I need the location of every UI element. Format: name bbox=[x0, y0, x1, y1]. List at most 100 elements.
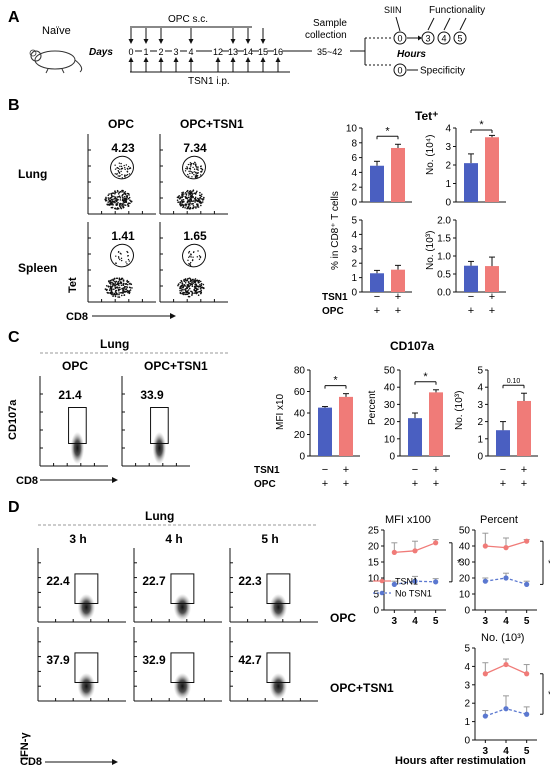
data-point bbox=[391, 549, 397, 556]
flow-density bbox=[70, 431, 85, 465]
bar-ytick-label: 8 bbox=[351, 138, 357, 149]
flow-event bbox=[186, 167, 189, 169]
tsn1-ip-label: TSN1 i.p. bbox=[188, 76, 230, 87]
flow-event bbox=[119, 205, 121, 208]
bar-ytick-label: 60 bbox=[294, 387, 306, 398]
flow-event bbox=[116, 173, 118, 176]
b-legend-opc: OPC bbox=[322, 306, 344, 317]
flow-event bbox=[197, 169, 199, 171]
flow-event bbox=[114, 173, 116, 175]
flow-event bbox=[182, 206, 184, 209]
sig-mark: * bbox=[385, 125, 390, 137]
flow-event bbox=[131, 287, 133, 289]
bar-ytick-label: 5 bbox=[477, 366, 483, 377]
sig-mark: * bbox=[333, 375, 338, 387]
down-arrow-head bbox=[260, 39, 266, 44]
d-axis-ifng: IFN-γ bbox=[19, 732, 31, 760]
flow-event bbox=[189, 172, 191, 175]
flow-event bbox=[123, 290, 126, 293]
flow-event bbox=[192, 171, 194, 174]
flow-event bbox=[186, 207, 189, 209]
flow-event bbox=[113, 195, 115, 198]
c-dashed-title: Lung bbox=[100, 337, 129, 351]
sig-mark: * bbox=[423, 371, 428, 383]
functionality-arrows bbox=[427, 17, 467, 31]
flow-event bbox=[110, 279, 113, 281]
flow-event bbox=[189, 162, 192, 164]
flow-event bbox=[122, 292, 124, 295]
line-ytick-label: 3 bbox=[464, 680, 470, 691]
flow-event bbox=[107, 201, 110, 203]
flow-event bbox=[114, 190, 116, 192]
flow-event bbox=[195, 199, 197, 201]
flow-event bbox=[119, 165, 121, 167]
flow-event bbox=[112, 295, 114, 297]
flow-event bbox=[126, 170, 129, 173]
flow-event bbox=[122, 202, 124, 205]
line-ytick-label: 40 bbox=[459, 542, 471, 553]
flow-event bbox=[192, 166, 194, 169]
flow-event bbox=[114, 280, 116, 283]
flow-event bbox=[127, 192, 130, 195]
flow-event bbox=[115, 292, 118, 294]
bar-ytick-label: 0 bbox=[299, 452, 305, 463]
flow-event bbox=[120, 259, 123, 262]
gate-value: 37.9 bbox=[46, 653, 70, 667]
flow-event bbox=[117, 167, 120, 170]
line-ytick-label: 15 bbox=[368, 558, 380, 569]
flow-event bbox=[200, 291, 203, 294]
flow-event bbox=[128, 290, 131, 292]
flow-event bbox=[128, 173, 131, 175]
sample-label-1: Sample bbox=[313, 18, 347, 29]
flow-event bbox=[124, 191, 127, 193]
line-ytick-label: 5 bbox=[373, 590, 379, 601]
flow-event bbox=[189, 284, 192, 286]
flow-event bbox=[181, 283, 184, 285]
flow-event bbox=[120, 282, 123, 285]
flow-event bbox=[187, 192, 190, 194]
flow-event bbox=[191, 283, 193, 286]
b-sign-rows: − + + + − + + + bbox=[374, 291, 495, 317]
bar-ytick-label: 3 bbox=[477, 400, 483, 411]
flow-event bbox=[118, 172, 121, 174]
bar-ytick-label: 80 bbox=[294, 366, 306, 377]
c-legend-opc: OPC bbox=[254, 479, 276, 490]
flow-event bbox=[117, 296, 119, 298]
flow-event bbox=[126, 283, 129, 286]
flow-event bbox=[188, 192, 191, 194]
flow-event bbox=[106, 203, 109, 206]
flow-event bbox=[125, 288, 128, 290]
line-xtick-label: 5 bbox=[524, 616, 530, 627]
flow-gate bbox=[110, 155, 134, 180]
flow-event bbox=[109, 203, 112, 206]
bar-ytick-label: 2 bbox=[477, 417, 483, 428]
flow-event bbox=[107, 285, 110, 288]
flow-event bbox=[181, 288, 184, 291]
flow-event bbox=[109, 291, 112, 294]
flow-event bbox=[185, 293, 188, 296]
bar bbox=[485, 266, 499, 292]
flow-event bbox=[121, 191, 123, 193]
flow-event bbox=[111, 206, 114, 209]
flow-event bbox=[193, 292, 196, 294]
bar bbox=[517, 400, 531, 456]
flow-event bbox=[115, 289, 118, 292]
flow-event bbox=[190, 254, 192, 256]
flow-event bbox=[196, 291, 199, 294]
flow-event bbox=[200, 204, 202, 207]
flow-event bbox=[189, 195, 192, 198]
opc-sc-label: OPC s.c. bbox=[168, 14, 208, 25]
d-col-label: 3 h bbox=[69, 532, 86, 546]
flow-event bbox=[124, 166, 126, 169]
flow-event bbox=[123, 282, 125, 285]
flow-event bbox=[118, 162, 121, 164]
down-arrow-head bbox=[230, 39, 236, 44]
flow-event bbox=[118, 191, 121, 194]
flow-event bbox=[184, 278, 187, 280]
flow-event bbox=[189, 261, 192, 264]
flow-event bbox=[191, 207, 194, 210]
flow-event bbox=[117, 175, 119, 177]
down-arrow-head bbox=[128, 39, 134, 44]
flow-event bbox=[192, 202, 194, 205]
flow-event bbox=[127, 251, 129, 254]
